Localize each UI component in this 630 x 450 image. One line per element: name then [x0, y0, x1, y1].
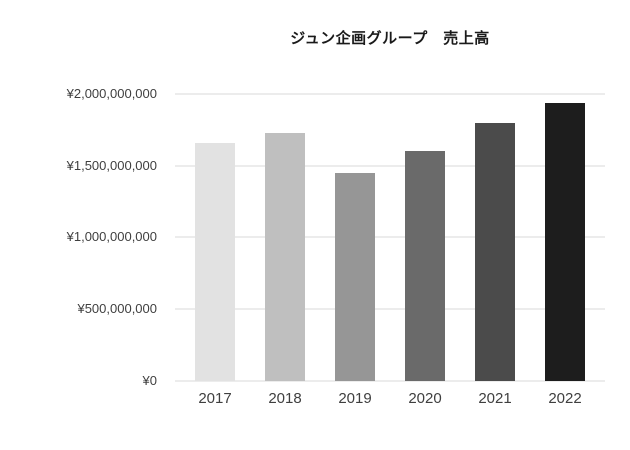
gridline-¥0 [175, 380, 605, 382]
x-tick-label-2020: 2020 [408, 390, 442, 407]
bar-2019 [335, 173, 375, 381]
gridline-¥1,500,000,000 [175, 165, 605, 167]
bar-2017 [195, 143, 235, 381]
gridline-¥1,000,000,000 [175, 236, 605, 238]
gridline-¥500,000,000 [175, 308, 605, 310]
chart-title: ジュン企画グループ 売上高 [290, 30, 490, 47]
x-tick-label-2022: 2022 [548, 390, 582, 407]
y-tick-label: ¥2,000,000,000 [66, 86, 157, 101]
bar-2018 [265, 133, 305, 381]
y-tick-label: ¥0 [142, 373, 157, 388]
x-tick-label-2021: 2021 [478, 390, 512, 407]
y-tick-label: ¥1,500,000,000 [66, 158, 157, 173]
bar-2022 [545, 103, 585, 381]
x-tick-label-2018: 2018 [268, 390, 302, 407]
gridline-¥2,000,000,000 [175, 93, 605, 95]
bar-2021 [475, 123, 515, 381]
y-tick-label: ¥500,000,000 [77, 301, 157, 316]
plot-area [175, 93, 605, 382]
bar-2020 [405, 151, 445, 381]
x-tick-label-2019: 2019 [338, 390, 372, 407]
y-tick-label: ¥1,000,000,000 [66, 229, 157, 244]
x-tick-label-2017: 2017 [198, 390, 232, 407]
